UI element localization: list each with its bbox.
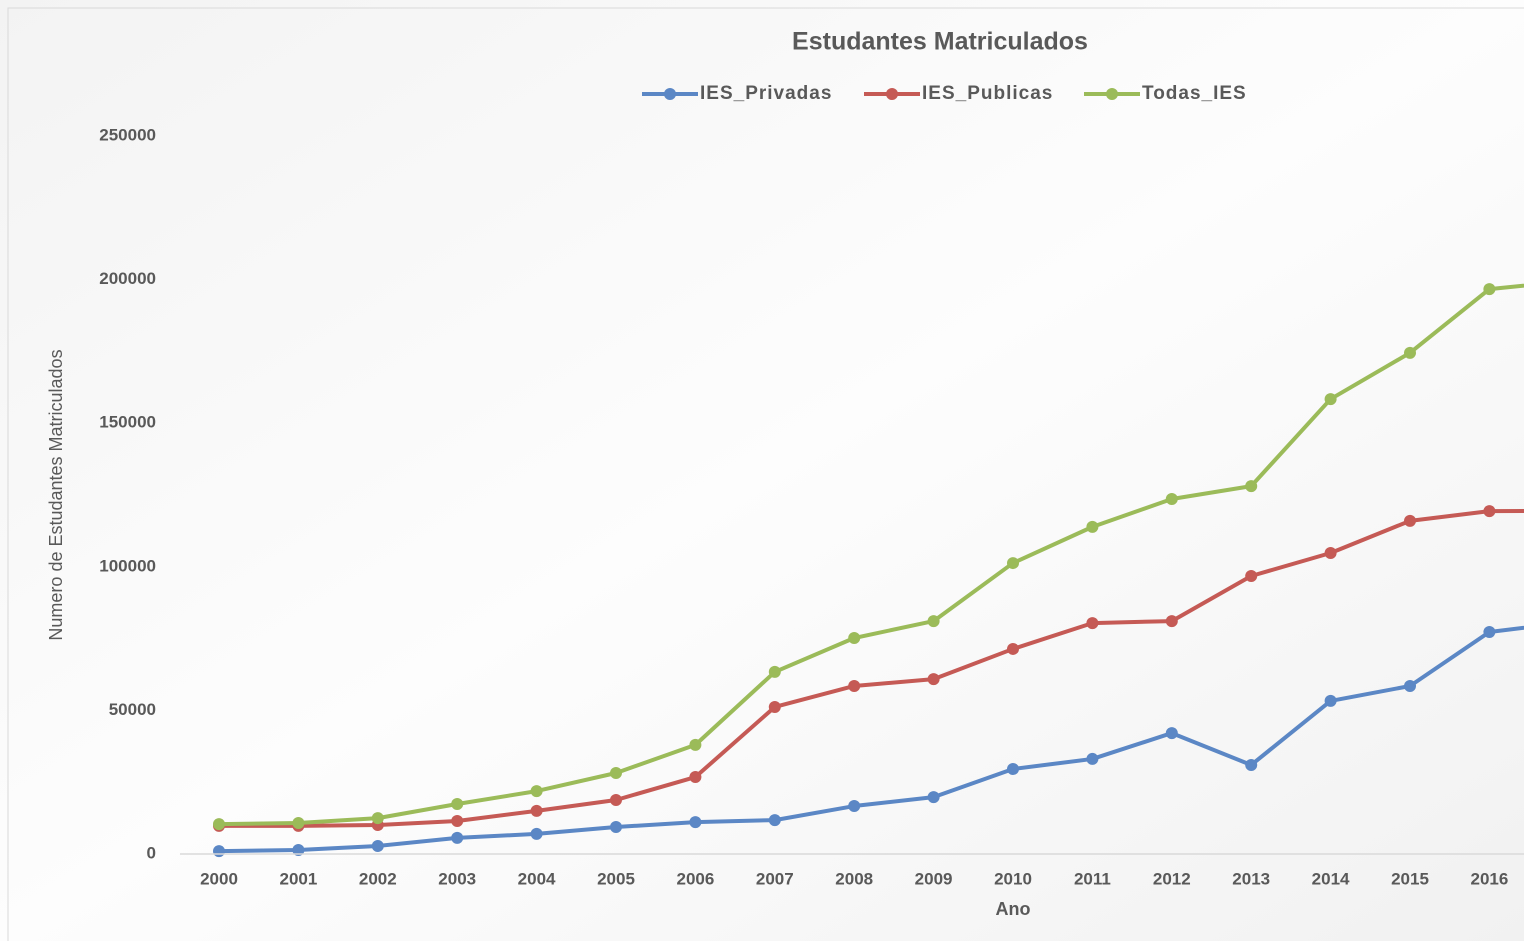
data-point [689, 738, 702, 751]
data-point [213, 845, 225, 858]
x-tick-label: 2011 [1074, 869, 1111, 888]
data-point [1483, 283, 1496, 296]
series-line [219, 508, 1524, 828]
legend-marker [1106, 88, 1118, 100]
x-tick-label: 2014 [1312, 869, 1350, 888]
legend-label: IES_Privadas [700, 83, 832, 104]
data-point [927, 791, 940, 804]
data-point [610, 821, 622, 834]
legend-label: IES_Publicas [922, 83, 1053, 104]
y-tick-label: 250000 [99, 125, 156, 144]
data-point [371, 812, 384, 825]
y-tick-label: 0 [147, 843, 156, 862]
data-point [1483, 625, 1496, 638]
data-point [689, 771, 702, 784]
data-point [451, 831, 464, 844]
data-point [1165, 615, 1178, 628]
legend-marker [664, 88, 676, 100]
data-point [213, 818, 225, 831]
data-point [1086, 752, 1099, 765]
x-tick-label: 2000 [200, 869, 238, 888]
data-point [768, 700, 781, 713]
y-tick-label: 150000 [99, 413, 156, 432]
data-point [1404, 514, 1416, 527]
x-tick-label: 2004 [518, 869, 556, 888]
data-point [292, 843, 305, 856]
x-tick-label: 2003 [438, 869, 476, 888]
y-axis-title: Numero de Estudantes Matriculados [46, 349, 66, 640]
data-point [848, 800, 861, 813]
data-point [1324, 547, 1337, 560]
x-axis-title: Ano [996, 899, 1031, 919]
data-point [1324, 393, 1337, 406]
x-tick-label: 2009 [915, 869, 953, 888]
x-tick-label: 2001 [279, 869, 317, 888]
data-point [1007, 642, 1019, 655]
y-tick-label: 200000 [99, 269, 156, 288]
data-point [1165, 727, 1178, 740]
data-point [530, 804, 543, 817]
data-point [451, 798, 464, 811]
data-point [1007, 557, 1019, 570]
series-line [218, 625, 1524, 854]
chart-title: Estudantes Matriculados [792, 28, 1088, 56]
x-tick-label: 2013 [1232, 869, 1270, 888]
data-point [1324, 694, 1337, 707]
x-tick-label: 2008 [835, 869, 873, 888]
data-point [1245, 758, 1258, 771]
chart-border [7, 7, 1524, 941]
data-point [610, 794, 622, 807]
data-point [1007, 762, 1019, 775]
data-point [768, 814, 781, 827]
data-point [768, 665, 781, 678]
data-point [848, 679, 861, 692]
x-tick-label: 2005 [597, 869, 635, 888]
data-point [1086, 617, 1099, 630]
data-point [610, 767, 622, 780]
data-point [1483, 505, 1496, 518]
y-tick-label: 100000 [99, 556, 156, 575]
data-point [1404, 346, 1416, 359]
data-point [927, 673, 940, 686]
data-point [1245, 480, 1258, 493]
data-point [530, 785, 543, 798]
data-point [689, 816, 702, 829]
x-tick-label: 2012 [1153, 869, 1191, 888]
x-tick-label: 2015 [1391, 869, 1429, 888]
data-point [371, 839, 384, 852]
series-line [218, 283, 1524, 827]
data-point [1404, 679, 1416, 692]
data-point [927, 615, 940, 628]
data-point [1245, 569, 1258, 582]
data-point [1086, 520, 1099, 533]
plot-area [213, 283, 1524, 858]
x-tick-label: 2002 [359, 869, 397, 888]
legend-marker [886, 88, 898, 100]
data-point [451, 814, 464, 827]
y-tick-label: 50000 [109, 700, 156, 719]
x-tick-label: 2016 [1470, 869, 1508, 888]
data-point [1165, 493, 1178, 506]
x-tick-label: 2007 [756, 869, 794, 888]
data-point [848, 632, 861, 645]
legend-label: Todas_IES [1142, 83, 1247, 104]
data-point [292, 816, 305, 829]
x-tick-label: 2010 [994, 869, 1032, 888]
data-point [530, 827, 543, 840]
x-tick-label: 2006 [676, 869, 714, 888]
